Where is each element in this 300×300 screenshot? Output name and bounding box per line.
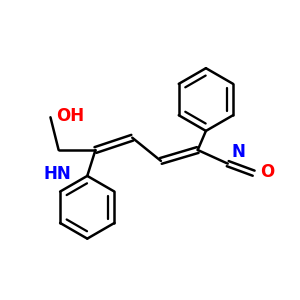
- Text: N: N: [232, 143, 246, 161]
- Text: OH: OH: [56, 107, 85, 125]
- Text: O: O: [260, 163, 274, 181]
- Text: HN: HN: [44, 165, 71, 183]
